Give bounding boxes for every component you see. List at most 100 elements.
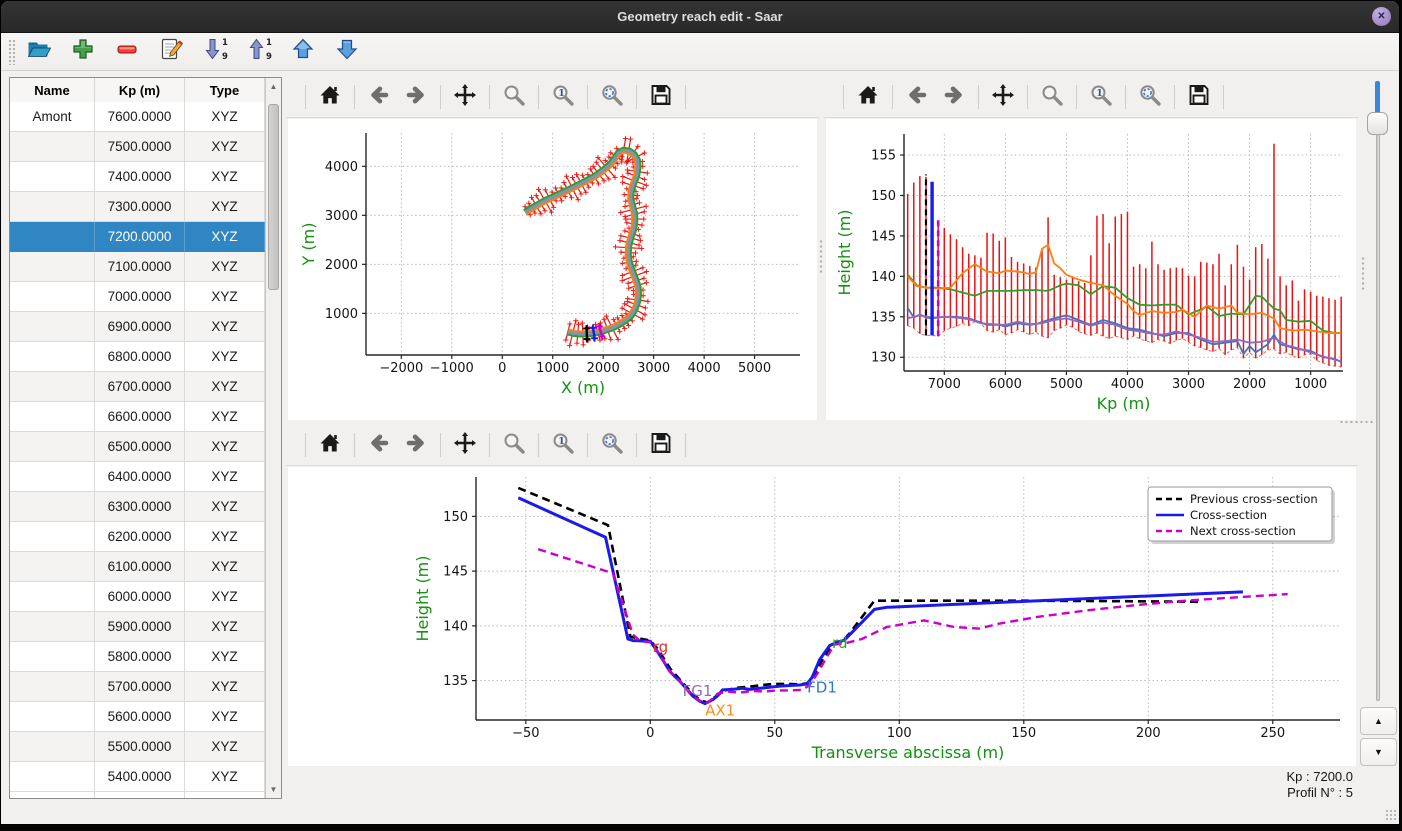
cell-type[interactable]: XYZ: [185, 132, 265, 162]
table-row[interactable]: 6100.0000 XYZ: [10, 552, 265, 582]
cell-name[interactable]: [10, 612, 95, 642]
cell-type[interactable]: XYZ: [185, 312, 265, 342]
cell-type[interactable]: XYZ: [185, 282, 265, 312]
horizontal-splitter-handle[interactable]: [1339, 420, 1373, 424]
table-row[interactable]: 7400.0000 XYZ: [10, 162, 265, 192]
move-down-button[interactable]: [330, 36, 363, 68]
cell-type[interactable]: XYZ: [185, 372, 265, 402]
plan-plot-canvas[interactable]: −2000 −1000 0 1000 2000 3000 4000 5000 1000 2000 3…: [288, 119, 817, 420]
cell-name[interactable]: [10, 282, 95, 312]
cell-type[interactable]: XYZ: [185, 162, 265, 192]
cell-name[interactable]: [10, 672, 95, 702]
cell-name[interactable]: [10, 462, 95, 492]
cell-type[interactable]: XYZ: [185, 222, 265, 252]
home-button[interactable]: [852, 81, 884, 113]
table-row[interactable]: 6900.0000 XYZ: [10, 312, 265, 342]
cell-name[interactable]: [10, 432, 95, 462]
cell-kp[interactable]: 5900.0000: [95, 612, 185, 642]
cell-kp[interactable]: 7500.0000: [95, 132, 185, 162]
table-row[interactable]: 5900.0000 XYZ: [10, 612, 265, 642]
cell-type[interactable]: XYZ: [185, 672, 265, 702]
table-row[interactable]: 5700.0000 XYZ: [10, 672, 265, 702]
kp-slider-handle[interactable]: [1367, 112, 1388, 135]
column-header-kp-m[interactable]: Kp (m): [95, 78, 185, 102]
cell-kp[interactable]: 5500.0000: [95, 732, 185, 762]
forward-button[interactable]: [938, 81, 970, 113]
cell-name[interactable]: [10, 522, 95, 552]
cell-kp[interactable]: 6000.0000: [95, 582, 185, 612]
cell-type[interactable]: XYZ: [185, 492, 265, 522]
zoom-one-button[interactable]: 1: [1085, 81, 1117, 113]
cell-name[interactable]: Amont: [10, 102, 95, 132]
save-button[interactable]: [645, 429, 677, 461]
cell-type[interactable]: XYZ: [185, 342, 265, 372]
cell-kp[interactable]: 6400.0000: [95, 462, 185, 492]
cell-kp[interactable]: 7300.0000: [95, 192, 185, 222]
cell-kp[interactable]: 7000.0000: [95, 282, 185, 312]
right-splitter-handle[interactable]: [1361, 256, 1365, 290]
cell-name[interactable]: [10, 762, 95, 792]
table-row[interactable]: 7000.0000 XYZ: [10, 282, 265, 312]
back-button[interactable]: [363, 429, 395, 461]
cell-type[interactable]: XYZ: [185, 612, 265, 642]
table-row[interactable]: 5800.0000 XYZ: [10, 642, 265, 672]
cell-kp[interactable]: 5400.0000: [95, 762, 185, 792]
table-row[interactable]: 7500.0000 XYZ: [10, 132, 265, 162]
open-folder-button[interactable]: [22, 36, 55, 68]
zoom-button[interactable]: [1036, 81, 1068, 113]
cell-kp[interactable]: 6600.0000: [95, 402, 185, 432]
home-button[interactable]: [314, 81, 346, 113]
column-header-type[interactable]: Type: [185, 78, 265, 102]
cell-type[interactable]: XYZ: [185, 582, 265, 612]
table-row[interactable]: 6600.0000 XYZ: [10, 402, 265, 432]
previous-profile-button[interactable]: ▲: [1360, 707, 1397, 735]
home-button[interactable]: [314, 429, 346, 461]
zoom-fit-button[interactable]: [596, 429, 628, 461]
cell-name[interactable]: [10, 312, 95, 342]
cell-type[interactable]: XYZ: [185, 522, 265, 552]
cell-name[interactable]: [10, 492, 95, 522]
cell-kp[interactable]: 7100.0000: [95, 252, 185, 282]
table-row[interactable]: 5600.0000 XYZ: [10, 702, 265, 732]
zoom-button[interactable]: [498, 81, 530, 113]
cell-kp[interactable]: 7600.0000: [95, 102, 185, 132]
table-row[interactable]: 6300.0000 XYZ: [10, 492, 265, 522]
cell-type[interactable]: XYZ: [185, 432, 265, 462]
table-scrollbar[interactable]: ▲ ▼: [265, 78, 281, 798]
profile-plot-canvas[interactable]: 7000 6000 5000 4000 3000 2000 1000 130 135 140 145…: [826, 119, 1356, 420]
cell-name[interactable]: [10, 162, 95, 192]
cell-name[interactable]: [10, 192, 95, 222]
cell-name[interactable]: [10, 702, 95, 732]
cell-name[interactable]: [10, 402, 95, 432]
cell-name[interactable]: [10, 132, 95, 162]
resize-grip[interactable]: [1385, 809, 1398, 822]
cell-name[interactable]: [10, 732, 95, 762]
cell-kp[interactable]: 6100.0000: [95, 552, 185, 582]
cross-section-plot-canvas[interactable]: −50 0 50 100 150 200 250 135 140 145 150 Transverse…: [288, 467, 1356, 766]
cell-type[interactable]: XYZ: [185, 702, 265, 732]
cell-kp[interactable]: 6900.0000: [95, 312, 185, 342]
table-row[interactable]: 7200.0000 XYZ: [10, 222, 265, 252]
cell-type[interactable]: XYZ: [185, 642, 265, 672]
scrollbar-thumb[interactable]: [268, 104, 279, 290]
vertical-splitter-handle[interactable]: [819, 239, 823, 273]
table-row[interactable]: 5500.0000 XYZ: [10, 732, 265, 762]
table-row[interactable]: 6000.0000 XYZ: [10, 582, 265, 612]
pan-button[interactable]: [449, 429, 481, 461]
cell-name[interactable]: [10, 552, 95, 582]
cell-kp[interactable]: 6300.0000: [95, 492, 185, 522]
cell-type[interactable]: XYZ: [185, 552, 265, 582]
cell-name[interactable]: [10, 642, 95, 672]
table-row[interactable]: 6700.0000 XYZ: [10, 372, 265, 402]
zoom-fit-button[interactable]: [596, 81, 628, 113]
table-row[interactable]: 6500.0000 XYZ: [10, 432, 265, 462]
cell-kp[interactable]: 5700.0000: [95, 672, 185, 702]
table-row[interactable]: 6400.0000 XYZ: [10, 462, 265, 492]
cell-name[interactable]: [10, 342, 95, 372]
cell-name[interactable]: [10, 222, 95, 252]
cell-type[interactable]: XYZ: [185, 102, 265, 132]
cell-kp[interactable]: 6700.0000: [95, 372, 185, 402]
remove-button[interactable]: [110, 36, 143, 68]
